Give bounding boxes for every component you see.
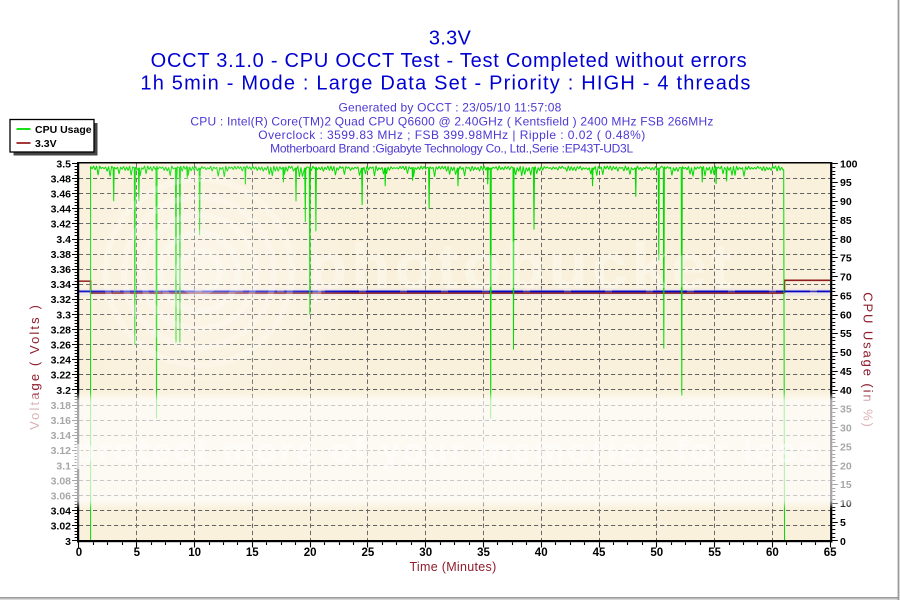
svg-text:3.36: 3.36 [51,264,72,276]
svg-text:OCCT 3.1.0 - CPU OCCT Test - T: OCCT 3.1.0 - CPU OCCT Test - Test Comple… [151,50,748,72]
svg-text:3.5: 3.5 [56,158,71,170]
svg-text:3.38: 3.38 [51,249,72,261]
svg-text:55: 55 [840,328,852,340]
svg-text:Overclock : 3599.83 MHz ; FSB: Overclock : 3599.83 MHz ; FSB 399.98MHz … [258,128,645,142]
svg-text:95: 95 [840,177,852,189]
svg-text:80: 80 [840,234,852,246]
svg-text:1h 5min - Mode : Large Data Se: 1h 5min - Mode : Large Data Set - Priori… [140,73,751,95]
svg-text:45: 45 [840,366,852,378]
svg-text:40: 40 [840,385,852,397]
svg-text:photobucket: photobucket [308,230,736,302]
svg-text:3.3V: 3.3V [35,138,57,150]
svg-text:0: 0 [76,547,82,559]
svg-text:3.28: 3.28 [51,324,72,336]
svg-text:90: 90 [840,196,852,208]
svg-text:50: 50 [840,347,852,359]
svg-text:3: 3 [65,536,71,548]
svg-text:protect more of your memories: protect more of your memories for less [74,432,821,470]
svg-text:65: 65 [824,547,837,559]
svg-text:10: 10 [188,547,201,559]
svg-text:3.3: 3.3 [56,309,71,321]
svg-text:CPU Usage: CPU Usage [35,124,92,136]
svg-text:85: 85 [840,215,852,227]
svg-text:Time (Minutes): Time (Minutes) [409,560,496,574]
svg-text:30: 30 [419,547,432,559]
svg-text:Generated by OCCT : 23/05/10 1: Generated by OCCT : 23/05/10 11:57:08 [338,101,561,115]
svg-text:3.02: 3.02 [51,521,72,533]
svg-text:100: 100 [840,158,858,170]
svg-text:15: 15 [246,547,259,559]
svg-text:60: 60 [840,309,852,321]
svg-text:3.26: 3.26 [51,340,72,352]
svg-text:75: 75 [840,253,852,265]
svg-text:5: 5 [134,547,141,559]
svg-text:3.24: 3.24 [51,355,72,367]
svg-text:3.4: 3.4 [56,234,71,246]
svg-text:0: 0 [840,536,846,548]
svg-text:35: 35 [477,547,490,559]
svg-text:3.3V: 3.3V [429,28,472,50]
svg-text:5: 5 [840,517,846,529]
svg-text:3.32: 3.32 [51,294,72,306]
svg-text:3.46: 3.46 [51,189,72,201]
svg-text:50: 50 [650,547,663,559]
svg-text:60: 60 [766,547,779,559]
svg-text:3.42: 3.42 [51,219,72,231]
svg-text:45: 45 [593,547,606,559]
svg-text:20: 20 [304,547,317,559]
svg-text:40: 40 [535,547,548,559]
svg-text:3.34: 3.34 [51,279,72,291]
svg-text:3.22: 3.22 [51,370,72,382]
svg-text:3.44: 3.44 [51,204,72,216]
svg-text:65: 65 [840,290,852,302]
svg-text:55: 55 [708,547,721,559]
svg-text:3.48: 3.48 [51,173,72,185]
svg-text:Motherboard Brand :Gigabyte Te: Motherboard Brand :Gigabyte Technology C… [270,142,633,156]
svg-text:70: 70 [840,272,852,284]
svg-text:25: 25 [362,547,375,559]
svg-text:CPU : Intel(R) Core(TM)2 Quad: CPU : Intel(R) Core(TM)2 Quad CPU Q6600 … [190,115,713,129]
